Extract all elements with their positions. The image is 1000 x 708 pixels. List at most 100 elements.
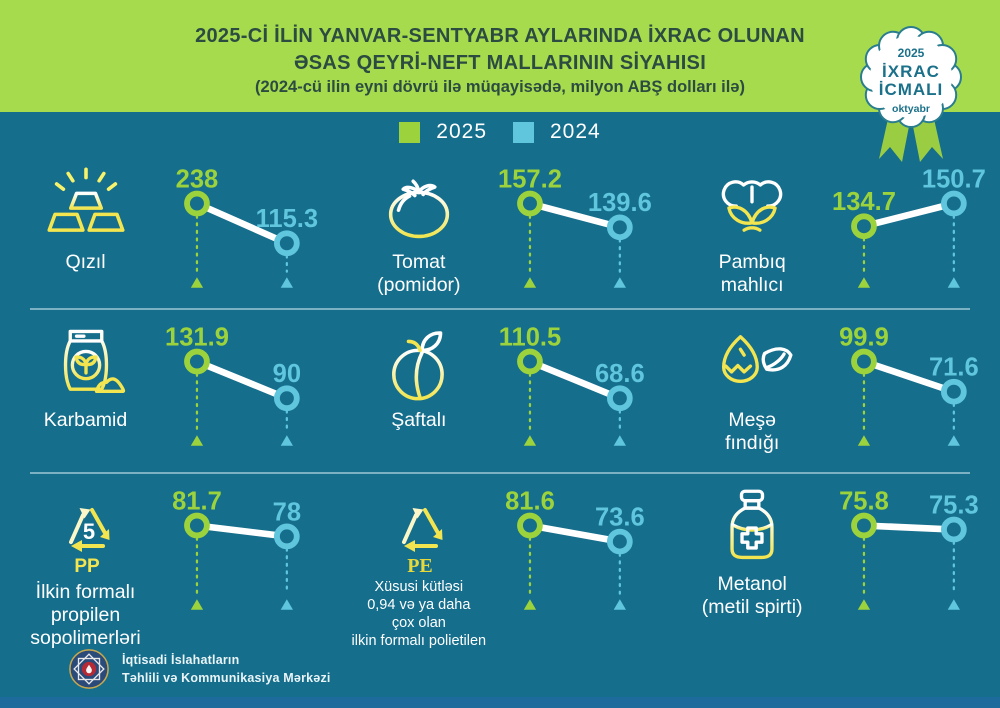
baseline-triangle-2024	[614, 599, 627, 610]
product-label: Şaftalı	[391, 409, 447, 431]
recycling-pp-icon: 5 PP	[68, 508, 109, 577]
slope-chart: 75.8 75.3	[828, 478, 998, 654]
baseline-triangle-2025	[857, 277, 870, 288]
slope-chart: 81.6 73.6	[494, 478, 664, 654]
value-label-2025: 110.5	[499, 323, 561, 351]
data-dot-2024	[607, 385, 634, 412]
value-label-2024: 150.7	[922, 165, 986, 193]
baseline-triangle-2025	[190, 277, 204, 288]
connector-line	[526, 200, 624, 231]
gold-bars-icon	[46, 167, 125, 232]
fertilizer-bag-icon	[63, 329, 125, 393]
connector-line	[526, 358, 624, 402]
value-label-2025: 134.7	[832, 188, 896, 216]
baseline-triangle-2025	[857, 435, 870, 446]
baseline-triangle-2025	[857, 599, 870, 610]
product-label: Qızıl	[65, 251, 106, 273]
product-label: Tomat (pomidor)	[377, 251, 461, 296]
baseline-triangle-2025	[524, 277, 537, 288]
connector-line	[193, 200, 291, 247]
data-dot-2024	[607, 528, 634, 555]
product-label: Pambıq mahlıcı	[718, 251, 786, 296]
legend-swatch-2025	[399, 121, 421, 143]
product-card-tomato: Tomat (pomidor) 157.2 139.6	[333, 152, 666, 308]
product-label: İlkin formalı propilen sopolimerləri	[30, 581, 141, 649]
product-card-hazelnut: Meşə fındığı 99.9 71.6	[667, 310, 1000, 472]
value-label-2024: 73.6	[595, 503, 645, 531]
product-label: Meşə fındığı	[725, 409, 780, 454]
slope-chart: 110.5 68.6	[494, 314, 664, 472]
product-card-urea: Karbamid 131.9 90	[0, 310, 333, 472]
baseline-triangle-2024	[947, 599, 960, 610]
product-card-methanol: Metanol (metil spirti) 75.8 75.3	[667, 474, 1000, 654]
connector-line	[860, 522, 957, 533]
data-dot-2025	[517, 190, 544, 217]
connector-line	[193, 522, 291, 540]
slope-chart-svg: 134.7 150.7	[832, 165, 986, 288]
organization-name: İqtisadi İslahatların Təhlili və Kommuni…	[122, 651, 331, 687]
value-label-2025: 238	[176, 165, 219, 193]
page-title-line2: ƏSAS QEYRİ-NEFT MALLARININ SİYAHISI	[293, 51, 707, 74]
page-subtitle: (2024-cü ilin eyni dövrü ilə müqayisədə,…	[255, 78, 745, 97]
baseline-triangle-2024	[280, 435, 294, 446]
organization-name-line1: İqtisadi İslahatların	[122, 652, 240, 667]
data-dot-2025	[184, 190, 210, 217]
baseline-triangle-2024	[280, 277, 294, 288]
data-dot-2025	[184, 348, 210, 375]
slope-chart: 157.2 139.6	[494, 156, 664, 308]
data-dot-2025	[850, 348, 877, 375]
tomato-icon	[388, 179, 449, 239]
footer: İqtisadi İslahatların Təhlili və Kommuni…	[68, 648, 331, 690]
product-card-polyethylene: PE Xüsusi kütləsi 0,94 və ya daha çox ol…	[333, 474, 666, 654]
value-label-2025: 131.9	[165, 323, 229, 351]
data-dot-2024	[940, 516, 967, 543]
baseline-triangle-2025	[190, 435, 204, 446]
page-title-line1: 2025-Cİ İLİN YANVAR-SENTYABR AYLARINDA İ…	[195, 25, 805, 47]
row-divider	[30, 472, 970, 474]
baseline-triangle-2024	[947, 435, 960, 446]
value-label-2025: 157.2	[498, 165, 562, 193]
data-dot-2024	[940, 378, 967, 405]
data-dot-2025	[184, 512, 210, 539]
cotton-icon	[721, 180, 783, 232]
header-band: 2025-Cİ İLİN YANVAR-SENTYABR AYLARINDA İ…	[0, 0, 1000, 112]
baseline-triangle-2024	[614, 435, 627, 446]
data-dot-2025	[850, 512, 877, 539]
row-divider	[30, 308, 970, 310]
organization-emblem-icon	[69, 649, 109, 689]
product-label: Metanol (metil spirti)	[701, 573, 803, 618]
baseline-triangle-2025	[524, 435, 537, 446]
slope-chart: 134.7 150.7	[828, 156, 998, 308]
organization-name-line2: Təhlili və Kommunikasiya Mərkəzi	[122, 671, 331, 685]
connector-line	[860, 358, 957, 396]
data-dot-2025	[517, 348, 544, 375]
slope-chart: 238 115.3	[161, 156, 331, 308]
value-label-2025: 99.9	[839, 323, 889, 351]
data-dot-2024	[273, 523, 300, 550]
slope-chart: 131.9 90	[161, 314, 331, 472]
badge-year: 2025	[898, 46, 925, 60]
slope-chart: 99.9 71.6	[828, 314, 998, 472]
value-label-2025: 81.6	[505, 487, 555, 515]
slope-chart: 81.7 78	[161, 478, 331, 654]
value-label-2025: 81.7	[172, 487, 222, 515]
data-dot-2024	[273, 230, 300, 257]
value-label-2024: 75.3	[929, 491, 979, 519]
value-label-2024: 139.6	[588, 189, 652, 217]
slope-chart-svg: 99.9 71.6	[839, 323, 978, 446]
baseline-triangle-2025	[190, 599, 204, 610]
pp-abbrev: PP	[74, 556, 100, 577]
products-grid: Qızıl 238 115.3 Tomat (pomidor) 157.2 139.…	[0, 152, 1000, 654]
value-label-2024: 90	[273, 360, 301, 388]
legend-entry-2025: 2025	[399, 120, 487, 144]
legend-label-2025: 2025	[436, 120, 487, 143]
connector-line	[526, 522, 624, 545]
medicine-bottle-icon	[730, 489, 774, 560]
recycling-pe-icon: PE	[401, 508, 443, 577]
grid-row-3: 5 PP İlkin formalı propilen sopolimerlər…	[0, 474, 1000, 654]
data-dot-2024	[940, 190, 967, 217]
baseline-triangle-2025	[524, 599, 537, 610]
value-label-2024: 115.3	[256, 205, 318, 233]
product-card-cotton: Pambıq mahlıcı 134.7 150.7	[667, 152, 1000, 308]
slope-chart-svg: 75.8 75.3	[839, 487, 979, 610]
